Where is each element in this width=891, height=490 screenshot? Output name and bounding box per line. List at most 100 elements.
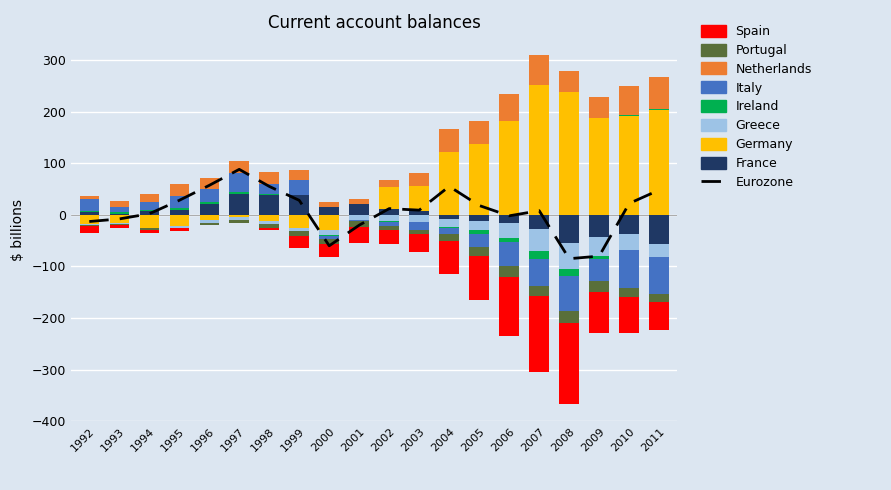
Bar — [650, 244, 669, 257]
Bar — [169, 228, 189, 231]
Bar — [169, 210, 189, 215]
Bar — [200, 178, 219, 189]
Bar — [619, 86, 639, 115]
Bar — [320, 230, 339, 236]
Bar — [79, 215, 99, 224]
Bar — [529, 229, 549, 251]
Bar — [320, 244, 339, 257]
Eurozone — [234, 167, 245, 172]
Bar — [590, 259, 609, 281]
Bar — [230, 215, 249, 218]
Bar — [230, 194, 249, 215]
Bar — [230, 192, 249, 194]
Bar — [590, 237, 609, 256]
Bar — [439, 219, 459, 227]
Bar — [290, 237, 309, 248]
Bar — [650, 215, 669, 244]
Bar — [230, 173, 249, 192]
Bar — [290, 215, 309, 228]
Bar — [290, 171, 309, 180]
Bar — [560, 71, 579, 93]
Bar — [259, 194, 279, 195]
Bar — [320, 207, 339, 215]
Bar — [470, 221, 489, 230]
Bar — [619, 250, 639, 288]
Eurozone — [294, 197, 305, 203]
Bar — [380, 180, 399, 187]
Bar — [110, 201, 129, 207]
Bar — [79, 196, 99, 199]
Bar — [230, 220, 249, 223]
Bar — [290, 195, 309, 215]
Bar — [200, 204, 219, 215]
Bar — [529, 55, 549, 85]
Bar — [259, 215, 279, 221]
Bar — [200, 224, 219, 225]
Bar — [349, 221, 369, 227]
Bar — [529, 259, 549, 286]
Bar — [79, 212, 99, 215]
Bar — [380, 226, 399, 230]
Eurozone — [474, 202, 485, 208]
Bar — [140, 230, 159, 233]
Bar — [349, 204, 369, 215]
Bar — [619, 115, 639, 116]
Bar — [500, 277, 519, 336]
Bar — [380, 230, 399, 244]
Bar — [619, 297, 639, 333]
Bar — [110, 214, 129, 215]
Eurozone — [593, 253, 604, 259]
Bar — [110, 207, 129, 212]
Eurozone — [264, 183, 274, 189]
Bar — [259, 172, 279, 184]
Eurozone — [654, 187, 665, 193]
Bar — [380, 221, 399, 226]
Bar — [470, 247, 489, 256]
Bar — [169, 184, 189, 196]
Bar — [439, 129, 459, 152]
Bar — [560, 243, 579, 269]
Bar — [529, 251, 549, 259]
Eurozone — [503, 213, 514, 219]
Bar — [380, 187, 399, 209]
Bar — [169, 215, 189, 226]
Bar — [560, 93, 579, 215]
Bar — [439, 227, 459, 228]
Bar — [560, 215, 579, 243]
Bar — [200, 222, 219, 224]
Bar — [560, 269, 579, 276]
Bar — [200, 220, 219, 222]
Line: Eurozone: Eurozone — [89, 170, 659, 259]
Bar — [590, 118, 609, 215]
Bar — [200, 202, 219, 204]
Bar — [500, 94, 519, 121]
Eurozone — [384, 206, 395, 212]
Eurozone — [204, 182, 215, 188]
Bar — [650, 302, 669, 330]
Legend: Spain, Portugal, Netherlands, Italy, Ireland, Greece, Germany, France, Eurozone: Spain, Portugal, Netherlands, Italy, Ire… — [697, 21, 815, 193]
Bar — [259, 228, 279, 230]
Bar — [470, 234, 489, 247]
Bar — [380, 215, 399, 221]
Bar — [619, 234, 639, 250]
Eurozone — [413, 207, 424, 213]
Bar — [560, 311, 579, 323]
Bar — [140, 215, 159, 228]
Bar — [590, 292, 609, 333]
Bar — [560, 323, 579, 404]
Title: Current account balances: Current account balances — [268, 14, 480, 32]
Eurozone — [444, 183, 454, 189]
Bar — [500, 222, 519, 238]
Bar — [169, 196, 189, 208]
Eurozone — [354, 222, 364, 228]
Bar — [410, 173, 429, 186]
Bar — [320, 202, 339, 207]
Bar — [79, 211, 99, 212]
Bar — [79, 225, 99, 226]
Bar — [650, 294, 669, 302]
Eurozone — [114, 216, 125, 222]
Bar — [380, 209, 399, 215]
Bar — [439, 241, 459, 274]
Bar — [200, 215, 219, 220]
Bar — [259, 184, 279, 194]
